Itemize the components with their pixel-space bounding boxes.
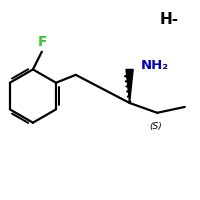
Text: H-: H- (159, 12, 178, 27)
Text: (S): (S) (149, 122, 162, 131)
Text: NH₂: NH₂ (140, 59, 169, 72)
Text: F: F (38, 35, 48, 49)
Polygon shape (126, 69, 133, 103)
